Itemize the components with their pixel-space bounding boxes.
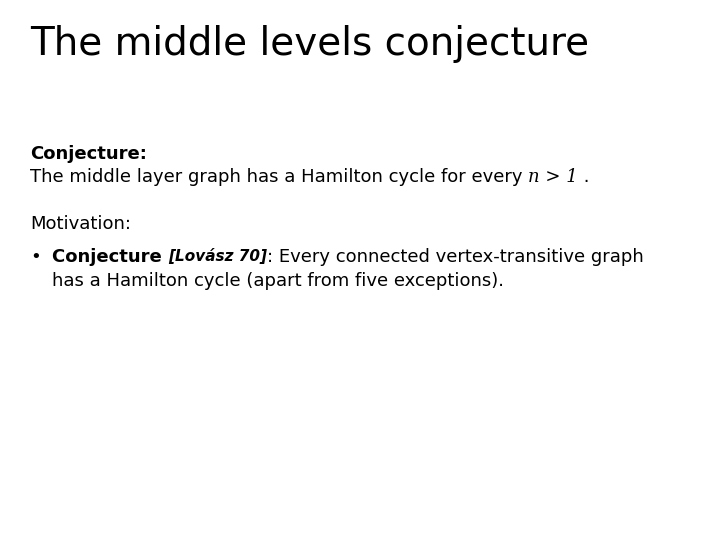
Text: .: . [578,168,590,186]
Text: •: • [30,248,41,266]
Text: n > 1: n > 1 [528,168,578,186]
Text: [Lovász 70]: [Lovász 70] [168,248,267,264]
Text: Conjecture: Conjecture [52,248,168,266]
Text: Motivation:: Motivation: [30,215,131,233]
Text: : Every connected vertex-transitive graph: : Every connected vertex-transitive grap… [267,248,644,266]
Text: The middle layer graph has a Hamilton cycle for every: The middle layer graph has a Hamilton cy… [30,168,528,186]
Text: The middle levels conjecture: The middle levels conjecture [30,25,589,63]
Text: has a Hamilton cycle (apart from five exceptions).: has a Hamilton cycle (apart from five ex… [52,272,504,290]
Text: Conjecture:: Conjecture: [30,145,147,163]
